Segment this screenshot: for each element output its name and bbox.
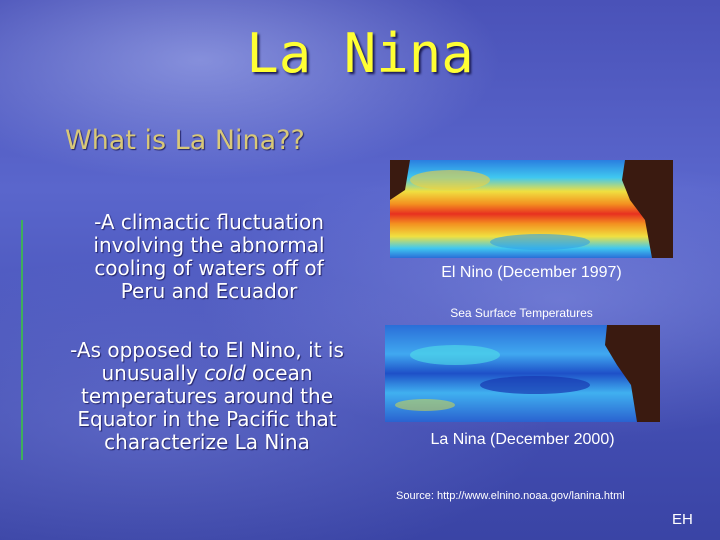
- el-nino-map: [390, 160, 673, 258]
- source: Source: http://www.elnino.noaa.gov/lanin…: [396, 490, 625, 502]
- text: -As opposed to El Nino, it is unusually: [70, 338, 344, 385]
- emphasis: cold: [204, 361, 246, 385]
- footer: EH: [672, 511, 693, 528]
- accent-line: [21, 220, 23, 460]
- paragraph: -As opposed to El Nino, it is unusually …: [52, 339, 362, 454]
- image-label: Sea Surface Temperatures: [450, 306, 593, 320]
- caption: El Nino (December 1997): [441, 264, 622, 281]
- subtitle: What is La Nina??: [65, 125, 305, 156]
- text: ocean temperatures around the Equator in…: [77, 361, 337, 454]
- paragraph: -A climactic fluctuation involving the a…: [93, 210, 325, 303]
- la-nina-map: [385, 325, 660, 422]
- title: La Nina: [246, 22, 474, 85]
- caption: La Nina (December 2000): [430, 431, 615, 448]
